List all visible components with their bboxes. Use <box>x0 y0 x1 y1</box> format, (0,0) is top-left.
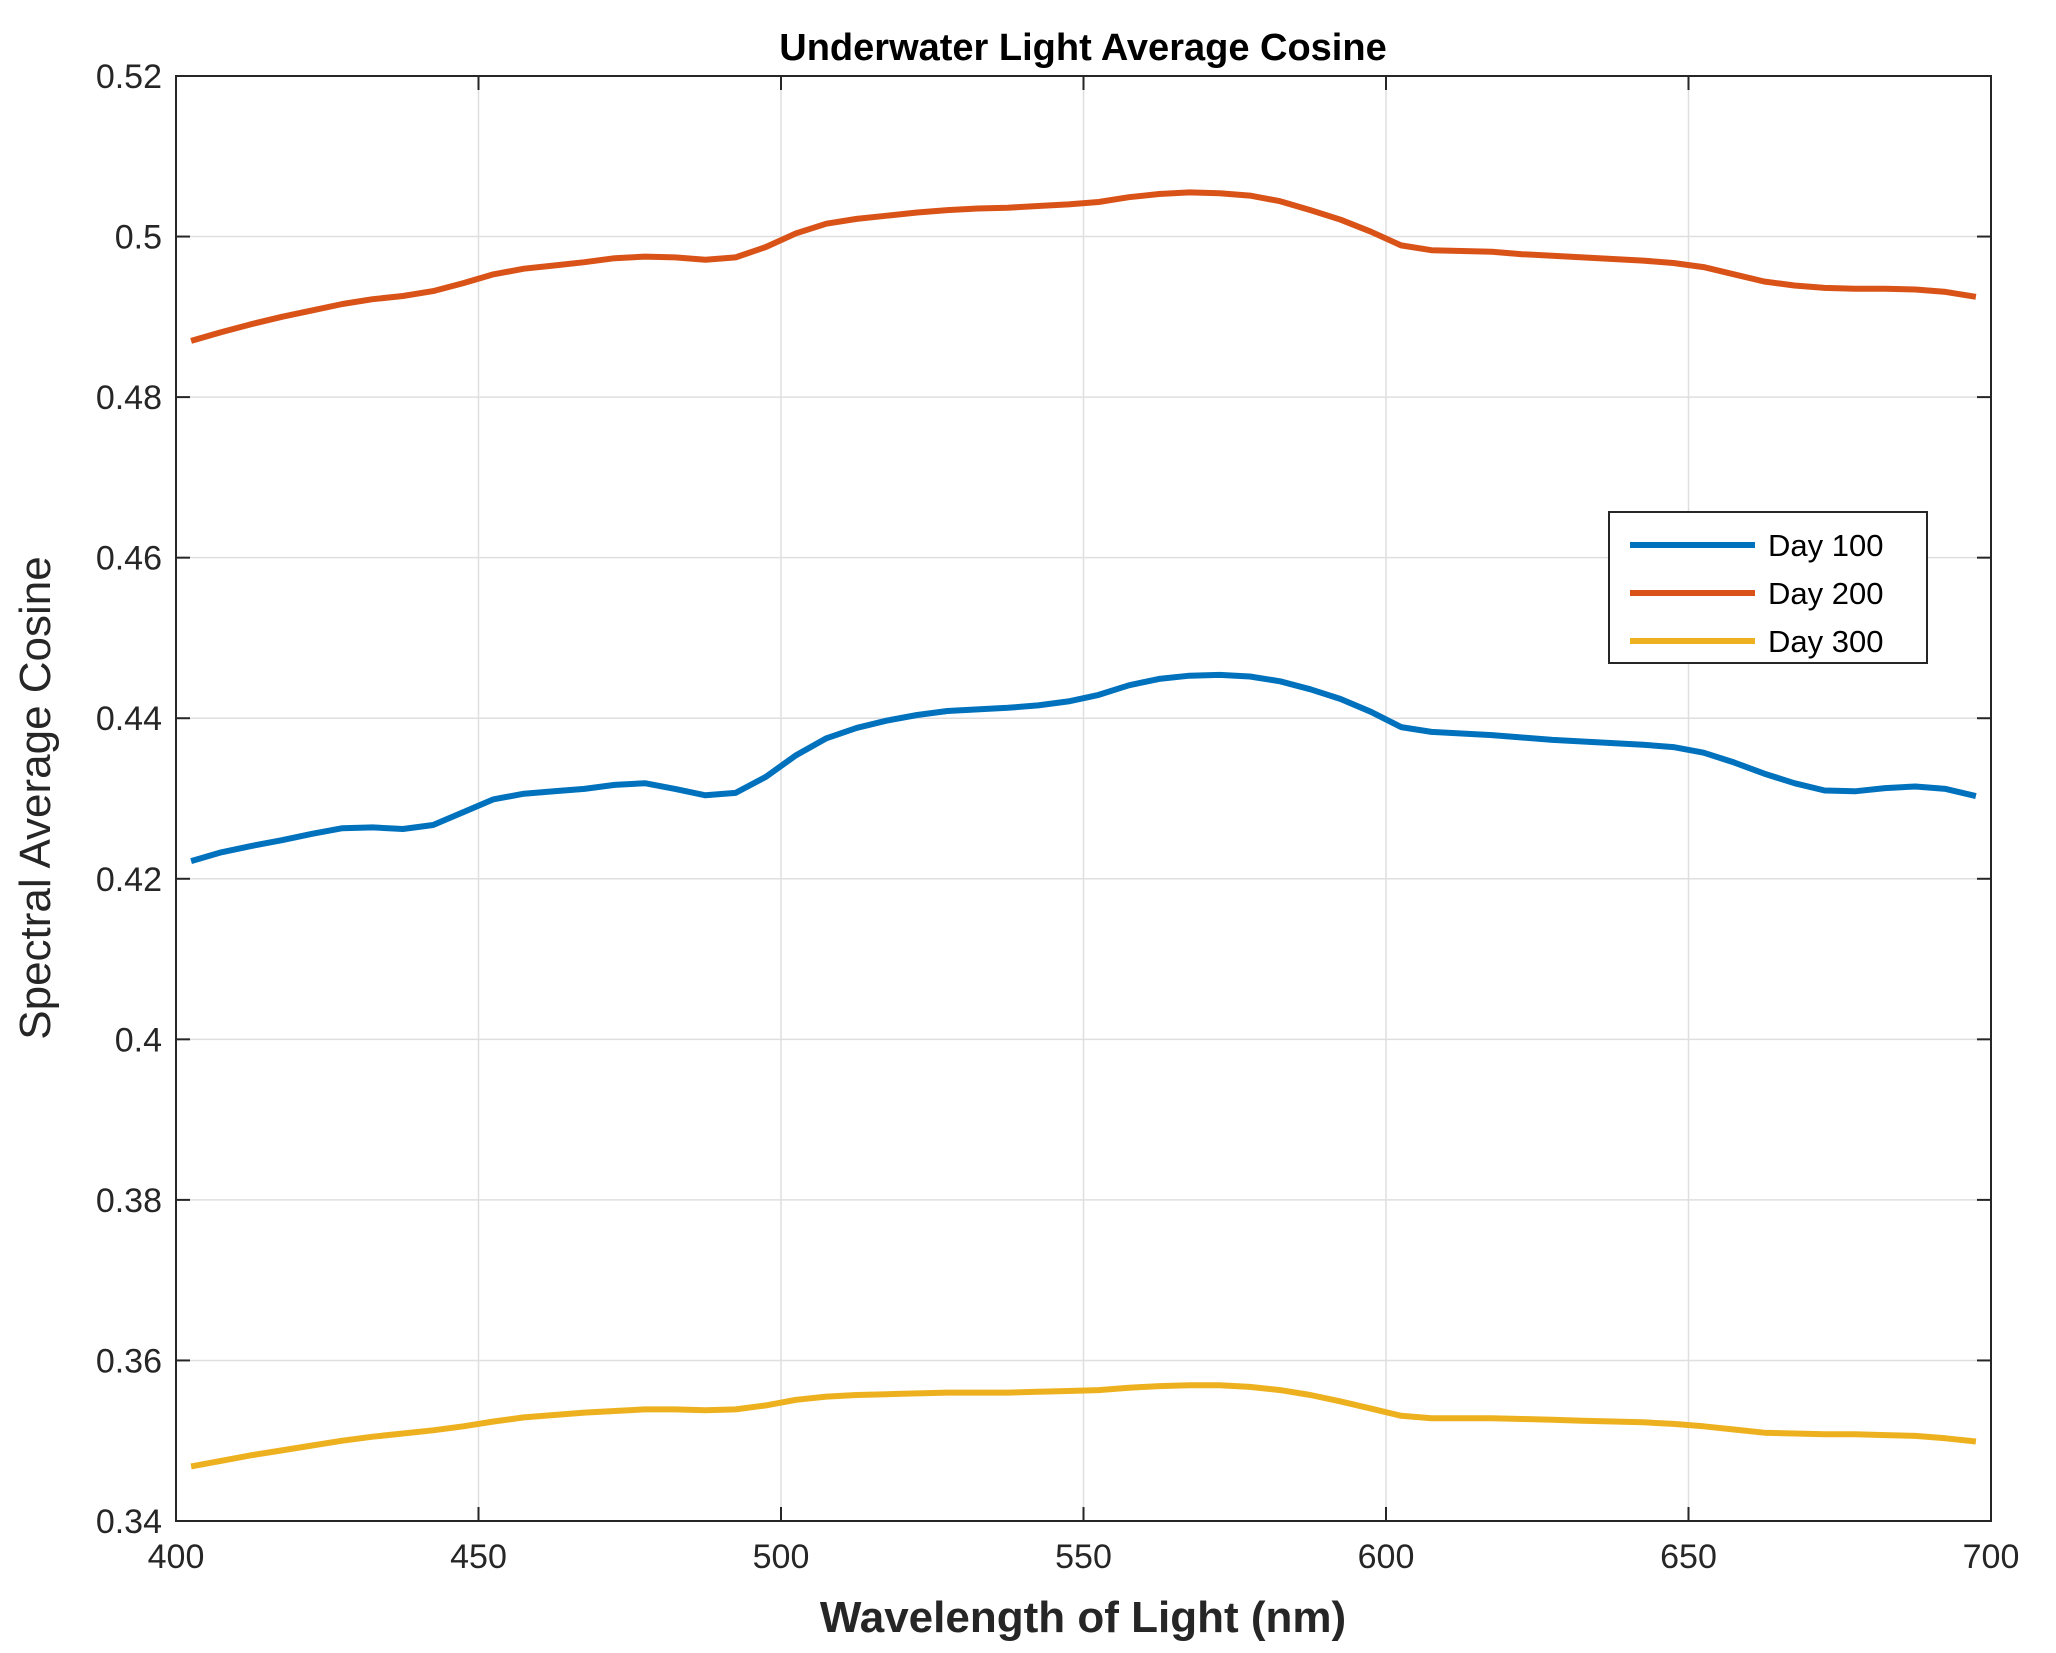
y-tick-label: 0.5 <box>115 219 162 257</box>
series-line-2 <box>190 189 1977 344</box>
x-tick-label: 600 <box>1358 1538 1415 1576</box>
y-tick-label: 0.48 <box>96 379 162 417</box>
axis-ticks <box>175 75 1992 1522</box>
grid <box>176 76 1991 1521</box>
legend-label-2: Day 200 <box>1768 576 1883 611</box>
y-tick-label: 0.44 <box>96 700 162 738</box>
x-tick-label: 700 <box>1963 1538 2020 1576</box>
legend-label-3: Day 300 <box>1768 624 1883 659</box>
tick-labels: 400 450 500 550 600 650 700 0.34 0.36 0.38 0.4 0.42… <box>96 58 2020 1576</box>
y-tick-label: 0.36 <box>96 1342 162 1380</box>
x-tick-label: 450 <box>450 1538 507 1576</box>
legend-label-1: Day 100 <box>1768 528 1883 563</box>
series-layer <box>190 189 1977 1470</box>
y-tick-label: 0.42 <box>96 861 162 899</box>
chart-title: Underwater Light Average Cosine <box>779 27 1386 69</box>
y-tick-label: 0.34 <box>96 1503 162 1541</box>
x-tick-label: 400 <box>148 1538 205 1576</box>
y-tick-label: 0.52 <box>96 58 162 96</box>
legend: Day 100 Day 200 Day 300 <box>1608 511 1928 664</box>
y-tick-label: 0.4 <box>115 1021 162 1059</box>
x-tick-label: 550 <box>1055 1538 1112 1576</box>
x-axis-label: Wavelength of Light (nm) <box>820 1593 1346 1642</box>
y-tick-label: 0.46 <box>96 540 162 578</box>
x-tick-label: 500 <box>753 1538 810 1576</box>
series-line-3 <box>190 1382 1977 1470</box>
y-axis-label: Spectral Average Cosine <box>11 556 60 1039</box>
y-tick-label: 0.38 <box>96 1182 162 1220</box>
legend-box <box>1608 511 1928 664</box>
x-tick-label: 650 <box>1660 1538 1717 1576</box>
series-line-1 <box>190 671 1977 864</box>
